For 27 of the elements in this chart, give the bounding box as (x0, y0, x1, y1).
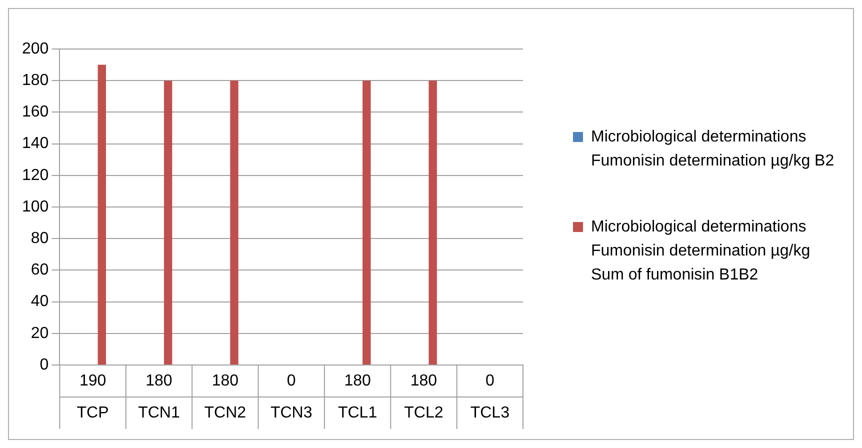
data-label: 180 (146, 372, 172, 390)
y-tick-label: 80 (30, 230, 49, 248)
y-tick-label: 40 (30, 293, 49, 310)
data-label: 0 (485, 372, 494, 390)
y-tick-label: 180 (22, 72, 49, 90)
data-label: 180 (344, 372, 371, 390)
y-tick-label: 100 (22, 198, 49, 216)
data-label: 0 (286, 372, 296, 390)
y-tick-label: 60 (30, 262, 49, 279)
x-tick-label: TCL2 (404, 404, 444, 422)
y-tick-label: 140 (22, 135, 49, 152)
x-tick-label: TCP (76, 404, 109, 422)
y-tick-label: 20 (30, 324, 49, 342)
x-tick-label: TCN3 (270, 404, 312, 422)
x-tick-label: TCN1 (138, 404, 180, 422)
data-label: 180 (212, 372, 239, 390)
legend-label: Microbiological determinations Fumonisin determination µg/kg Sum of fumonisin B1B2 (591, 218, 810, 284)
y-tick-label: 200 (22, 40, 49, 58)
x-tick-label: TCL1 (338, 404, 378, 422)
data-label: 190 (79, 372, 106, 390)
legend-label: Microbiological determinations Fumonisin determination µg/kg B2 (591, 128, 834, 170)
y-tick-label: 0 (40, 356, 49, 374)
x-tick-label: TCL3 (470, 404, 510, 422)
x-tick-label: TCN2 (204, 404, 246, 422)
data-label: 180 (410, 372, 438, 390)
y-tick-label: 160 (22, 104, 49, 121)
y-tick-label: 120 (22, 166, 49, 184)
